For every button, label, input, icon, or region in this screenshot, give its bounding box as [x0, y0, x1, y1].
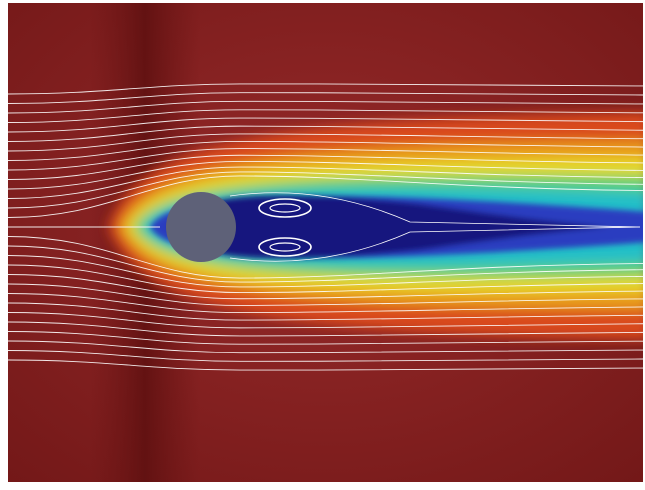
cylinder — [166, 192, 236, 262]
page: (() => { const g = document.getElementBy… — [0, 0, 645, 490]
flow-visualization — [0, 0, 645, 490]
field — [8, 3, 645, 482]
